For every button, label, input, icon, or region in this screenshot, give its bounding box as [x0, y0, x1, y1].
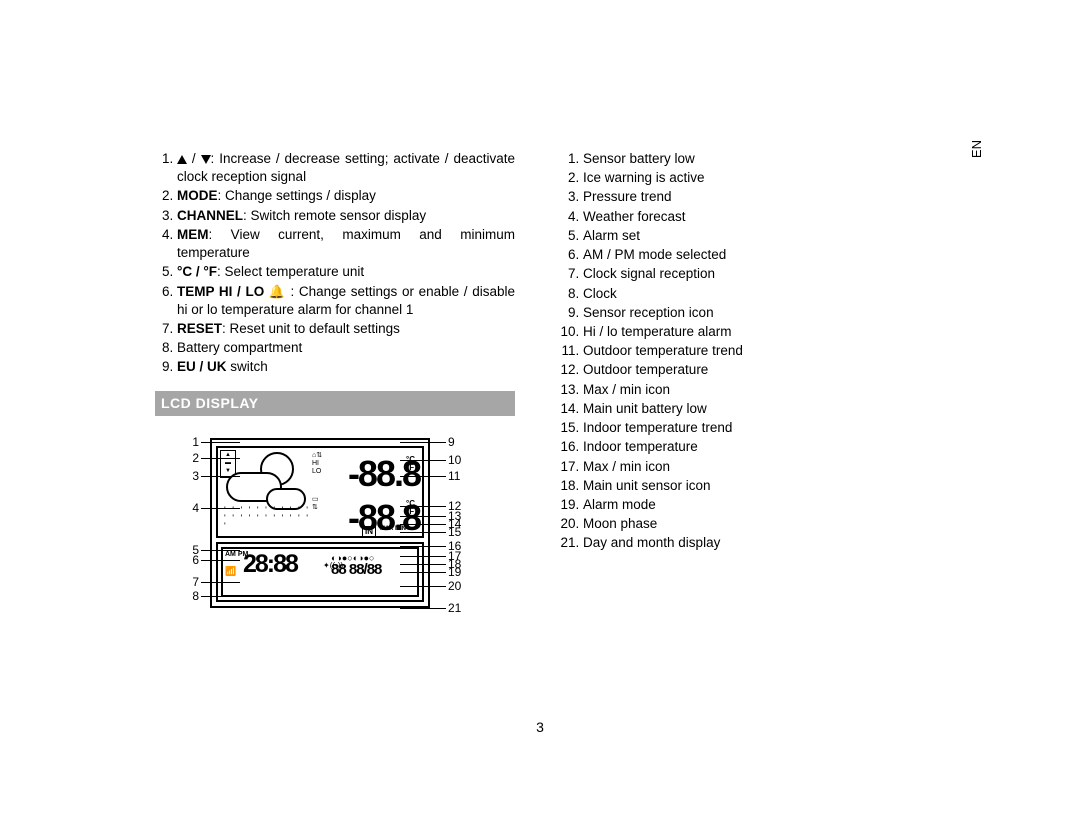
- legend-item: Moon phase: [583, 515, 915, 533]
- term-bold: MODE: [177, 188, 218, 203]
- legend-item: Outdoor temperature: [583, 361, 915, 379]
- legend-item: Main unit battery low: [583, 400, 915, 418]
- lcd-diagram: ▲▬▼ ' ' ' ' ' ' ' ' ' ' ' ' ' ' ' ' ' ' …: [155, 426, 485, 651]
- callout-label-right: 20: [448, 578, 462, 594]
- callout-line: [201, 458, 240, 459]
- definition-item: MODE: Change settings / display: [177, 187, 515, 205]
- definition-item: / : Increase / decrease setting; activat…: [177, 150, 515, 186]
- indoor-unit: °C °F: [406, 500, 420, 516]
- legend-item: Hi / lo temperature alarm: [583, 323, 915, 341]
- lcd-frame: ▲▬▼ ' ' ' ' ' ' ' ' ' ' ' ' ' ' ' ' ' ' …: [210, 438, 430, 608]
- definition-item: MEM: View current, maximum and minimum t…: [177, 226, 515, 262]
- callout-line: [201, 550, 240, 551]
- section-heading-lcd: LCD DISPLAY: [155, 391, 515, 416]
- rain-icon: ' ' ' ' ' ' ' ' ' ' ' ' ' ' ' ' ' ' ' ' …: [224, 506, 312, 534]
- callout-line: [201, 560, 240, 561]
- in-label: IN: [362, 526, 376, 539]
- callout-line: [201, 582, 240, 583]
- clock-digits: 28:88: [243, 548, 297, 582]
- legend-item: Outdoor temperature trend: [583, 342, 915, 360]
- callout-label-left: 6: [185, 552, 199, 568]
- left-column: / : Increase / decrease setting; activat…: [155, 150, 515, 651]
- callout-line: [400, 476, 446, 477]
- term-bold: CHANNEL: [177, 208, 243, 223]
- callout-label-left: 3: [185, 468, 199, 484]
- definition-item: Battery compartment: [177, 339, 515, 357]
- lcd-row-clock: AM PM 📶 28:88 ✦((•)) ◐◑●○◐◑●○ 88 88/88: [216, 542, 424, 602]
- term-bold: RESET: [177, 321, 222, 336]
- callout-line: [201, 596, 240, 597]
- callout-line: [400, 586, 446, 587]
- definition-item: TEMP HI / LO 🔔 : Change settings or enab…: [177, 283, 515, 319]
- callout-label-left: 1: [185, 434, 199, 450]
- definition-item: RESET: Reset unit to default settings: [177, 320, 515, 338]
- callout-line: [400, 524, 446, 525]
- term-bold: °C / °F: [177, 264, 217, 279]
- lcd-legend-list: Sensor battery lowIce warning is activeP…: [555, 150, 915, 553]
- legend-item: Ice warning is active: [583, 169, 915, 187]
- triangle-up-icon: [177, 155, 187, 164]
- callout-line: [400, 546, 446, 547]
- callout-line: [400, 572, 446, 573]
- term-bold: EU / UK: [177, 359, 227, 374]
- right-column: Sensor battery lowIce warning is activeP…: [555, 150, 915, 554]
- legend-item: Alarm set: [583, 227, 915, 245]
- callout-line: [400, 532, 446, 533]
- callout-line: [400, 608, 446, 609]
- legend-item: Clock: [583, 285, 915, 303]
- legend-item: AM / PM mode selected: [583, 246, 915, 264]
- legend-item: Day and month display: [583, 534, 915, 552]
- legend-item: Clock signal reception: [583, 265, 915, 283]
- outdoor-unit: °C °F: [406, 456, 420, 472]
- legend-item: Pressure trend: [583, 188, 915, 206]
- page-number: 3: [536, 718, 544, 737]
- triangle-down-icon: [201, 155, 211, 164]
- callout-line: [201, 442, 240, 443]
- callout-label-right: 11: [448, 468, 462, 484]
- callout-label-left: 4: [185, 500, 199, 516]
- clock-signal-icon: 📶: [225, 565, 236, 577]
- term-bold: MEM: [177, 227, 209, 242]
- callout-line: [400, 564, 446, 565]
- legend-item: Sensor reception icon: [583, 304, 915, 322]
- callout-label-right: 21: [448, 600, 462, 616]
- weather-forecast-icon: ' ' ' ' ' ' ' ' ' ' ' ' ' ' ' ' ' ' ' ' …: [220, 450, 318, 536]
- callout-line: [201, 476, 240, 477]
- indoor-mini-icons: ▭⇅: [312, 496, 334, 512]
- legend-item: Sensor battery low: [583, 150, 915, 168]
- legend-item: Max / min icon: [583, 381, 915, 399]
- legend-item: Max / min icon: [583, 458, 915, 476]
- callout-label-left: 2: [185, 450, 199, 466]
- legend-item: Weather forecast: [583, 208, 915, 226]
- callout-line: [400, 556, 446, 557]
- definition-item: CHANNEL: Switch remote sensor display: [177, 207, 515, 225]
- legend-item: Alarm mode: [583, 496, 915, 514]
- bell-icon: 🔔: [264, 284, 286, 299]
- callout-line: [400, 506, 446, 507]
- date-digits: 88 88/88: [331, 560, 381, 580]
- callout-line: [400, 516, 446, 517]
- language-tab: EN: [968, 140, 986, 158]
- callout-line: [201, 508, 240, 509]
- callout-label-right: 9: [448, 434, 462, 450]
- outdoor-mini-icons: ⌂⇅HILO: [312, 452, 334, 476]
- callout-label-right: 10: [448, 452, 462, 468]
- callout-label-left: 8: [185, 588, 199, 604]
- manual-page: EN / : Increase / decrease setting; acti…: [0, 0, 1080, 834]
- lcd-row-weather-temp: ▲▬▼ ' ' ' ' ' ' ' ' ' ' ' ' ' ' ' ' ' ' …: [216, 446, 424, 538]
- definition-item: °C / °F: Select temperature unit: [177, 263, 515, 281]
- callout-line: [400, 460, 446, 461]
- term-bold: TEMP HI / LO: [177, 284, 264, 299]
- callout-line: [400, 442, 446, 443]
- legend-item: Indoor temperature trend: [583, 419, 915, 437]
- definition-item: EU / UK switch: [177, 358, 515, 376]
- button-definitions-list: / : Increase / decrease setting; activat…: [155, 150, 515, 377]
- legend-item: Indoor temperature: [583, 438, 915, 456]
- legend-item: Main unit sensor icon: [583, 477, 915, 495]
